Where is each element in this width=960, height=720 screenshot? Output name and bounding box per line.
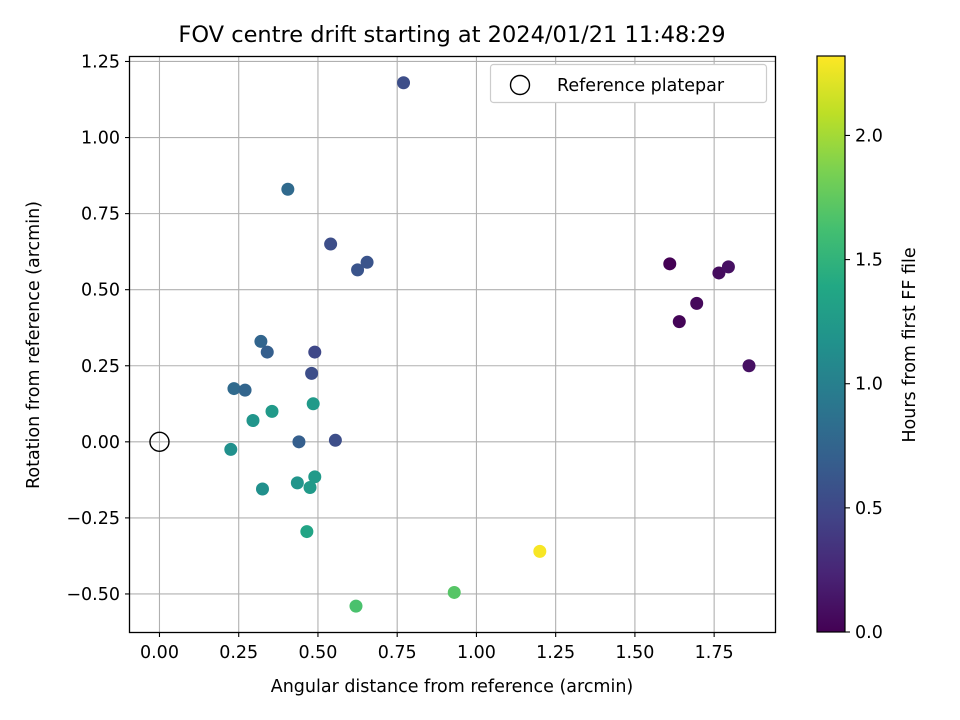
- colorbar-label: Hours from first FF file: [900, 247, 920, 442]
- y-tick-label: 0.50: [81, 281, 120, 301]
- colorbar-tick-label: 0.5: [855, 499, 883, 519]
- chart-title: FOV centre drift starting at 2024/01/21 …: [178, 22, 725, 48]
- data-point: [742, 359, 756, 373]
- data-point: [328, 433, 342, 447]
- data-point: [306, 397, 320, 411]
- plot-frame: [128, 55, 777, 634]
- reference-platepar-marker: [149, 431, 170, 453]
- data-point: [292, 435, 306, 449]
- data-point: [303, 480, 317, 494]
- data-point: [265, 404, 279, 418]
- x-tick-label: 0.25: [219, 643, 258, 663]
- data-point: [360, 255, 374, 269]
- data-point: [712, 266, 726, 280]
- data-point: [224, 442, 238, 456]
- data-point: [351, 263, 365, 277]
- legend-entry: Reference platepar: [557, 76, 725, 96]
- legend: Reference platepar: [489, 63, 768, 104]
- data-point: [721, 260, 735, 274]
- y-tick-label: −0.25: [66, 509, 120, 529]
- colorbar-frame: [816, 55, 846, 633]
- data-point: [227, 382, 241, 396]
- y-tick-label: 0.00: [81, 433, 120, 453]
- data-point: [281, 182, 295, 196]
- colorbar-tick-label: 1.0: [855, 375, 883, 395]
- colorbar-gradient: [817, 56, 845, 632]
- x-tick-label: 0.00: [140, 643, 179, 663]
- colorbar-ticks: 0.0 0.5 1.0 1.5 2.0: [845, 126, 883, 643]
- x-tick-label: 0.75: [378, 643, 417, 663]
- legend-marker-icon: [509, 74, 531, 96]
- data-point: [397, 76, 411, 90]
- y-tick-label: 1.00: [81, 129, 120, 149]
- data-points: [224, 76, 756, 613]
- data-point: [305, 366, 319, 380]
- y-tick-label: −0.50: [66, 585, 120, 605]
- x-tick-label: 1.75: [695, 643, 734, 663]
- data-point: [349, 599, 363, 613]
- reference-marker-layer: [149, 431, 170, 453]
- colorbar: 0.0 0.5 1.0 1.5 2.0 Hours from first FF file: [816, 55, 920, 643]
- x-tick-label: 1.00: [457, 643, 496, 663]
- legend-box: [489, 63, 768, 104]
- colorbar-tick-label: 0.0: [855, 623, 883, 643]
- data-point: [246, 414, 260, 428]
- data-point: [260, 345, 274, 359]
- data-point: [324, 237, 338, 251]
- colorbar-tick-label: 2.0: [855, 126, 883, 146]
- data-point: [308, 345, 322, 359]
- data-point: [663, 257, 677, 271]
- data-point: [300, 525, 314, 539]
- data-point: [308, 470, 322, 484]
- data-point: [255, 482, 269, 496]
- y-axis: −0.50 −0.25 0.00 0.25 0.50 0.75 1.00 1.25: [66, 52, 130, 605]
- x-tick-label: 1.50: [615, 643, 654, 663]
- grid-lines: [130, 56, 775, 632]
- data-point: [690, 296, 704, 310]
- data-point: [533, 544, 547, 558]
- data-point: [672, 315, 686, 329]
- y-tick-label: 0.25: [81, 357, 120, 377]
- data-point: [238, 383, 252, 397]
- x-tick-label: 0.50: [298, 643, 337, 663]
- data-point: [290, 476, 304, 490]
- data-point: [254, 334, 268, 348]
- y-axis-label: Rotation from reference (arcmin): [24, 201, 44, 489]
- y-tick-label: 0.75: [81, 205, 120, 225]
- y-tick-label: 1.25: [81, 52, 120, 72]
- data-point: [447, 585, 461, 599]
- colorbar-tick-label: 1.5: [855, 251, 883, 271]
- x-axis: 0.00 0.25 0.50 0.75 1.00 1.25 1.50 1.75: [140, 632, 734, 663]
- x-axis-label: Angular distance from reference (arcmin): [271, 677, 634, 697]
- x-tick-label: 1.25: [536, 643, 575, 663]
